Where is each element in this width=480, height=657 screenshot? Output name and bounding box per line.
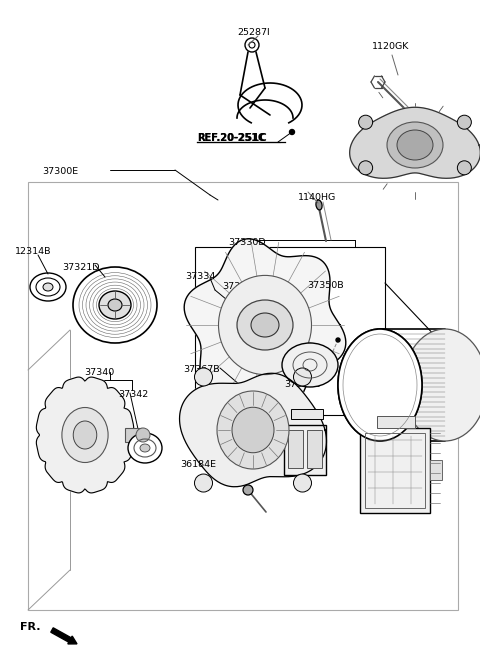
Ellipse shape — [73, 421, 97, 449]
Circle shape — [359, 161, 372, 175]
Text: 37390B: 37390B — [338, 393, 374, 402]
Polygon shape — [36, 377, 133, 493]
Polygon shape — [180, 373, 326, 487]
Ellipse shape — [397, 130, 433, 160]
Ellipse shape — [251, 313, 279, 337]
Ellipse shape — [232, 407, 274, 453]
Text: 37321D: 37321D — [62, 263, 99, 272]
Text: 36184E: 36184E — [180, 460, 216, 469]
Text: 12314B: 12314B — [15, 247, 51, 256]
Ellipse shape — [99, 291, 131, 319]
Ellipse shape — [338, 329, 422, 441]
Text: 25287I: 25287I — [237, 28, 270, 37]
Circle shape — [457, 115, 471, 129]
Circle shape — [336, 338, 340, 342]
Ellipse shape — [128, 433, 162, 463]
Circle shape — [293, 368, 312, 386]
Bar — [291, 409, 323, 419]
Circle shape — [457, 161, 471, 175]
Polygon shape — [184, 238, 346, 411]
Ellipse shape — [136, 428, 150, 442]
FancyArrow shape — [51, 628, 77, 644]
Text: REF.20-251C: REF.20-251C — [197, 133, 265, 143]
Ellipse shape — [108, 299, 122, 311]
Bar — [360, 428, 430, 513]
Ellipse shape — [237, 300, 293, 350]
Ellipse shape — [140, 444, 150, 452]
Text: 37340: 37340 — [84, 368, 114, 377]
Text: 37332: 37332 — [222, 282, 252, 291]
Circle shape — [194, 368, 213, 386]
Text: 37367B: 37367B — [183, 365, 220, 374]
Text: 37334: 37334 — [185, 272, 216, 281]
Polygon shape — [349, 107, 480, 178]
Ellipse shape — [217, 391, 289, 469]
Text: 37330D: 37330D — [228, 238, 265, 247]
Ellipse shape — [282, 343, 338, 387]
Bar — [365, 433, 425, 508]
Bar — [288, 430, 303, 468]
Bar — [430, 460, 442, 480]
Ellipse shape — [316, 200, 322, 210]
Bar — [195, 247, 385, 415]
Bar — [28, 182, 458, 610]
Circle shape — [289, 129, 295, 135]
Text: 37342: 37342 — [118, 390, 148, 399]
Ellipse shape — [338, 329, 422, 441]
Text: 37350B: 37350B — [307, 281, 344, 290]
Bar — [284, 425, 326, 475]
Ellipse shape — [387, 122, 443, 168]
Circle shape — [243, 485, 253, 495]
Circle shape — [293, 474, 312, 492]
Circle shape — [194, 474, 213, 492]
Circle shape — [359, 115, 372, 129]
Ellipse shape — [403, 329, 480, 441]
Bar — [307, 430, 322, 468]
Text: REF.20-251C: REF.20-251C — [197, 133, 267, 143]
Text: 1120GK: 1120GK — [372, 42, 409, 51]
Text: FR.: FR. — [20, 622, 40, 632]
Text: 37370B: 37370B — [284, 380, 321, 389]
Text: 37300E: 37300E — [42, 167, 78, 176]
Ellipse shape — [218, 275, 312, 374]
Ellipse shape — [43, 283, 53, 291]
Text: 1140HG: 1140HG — [298, 193, 336, 202]
Ellipse shape — [62, 407, 108, 463]
Bar — [125, 428, 143, 442]
Bar — [377, 416, 415, 428]
